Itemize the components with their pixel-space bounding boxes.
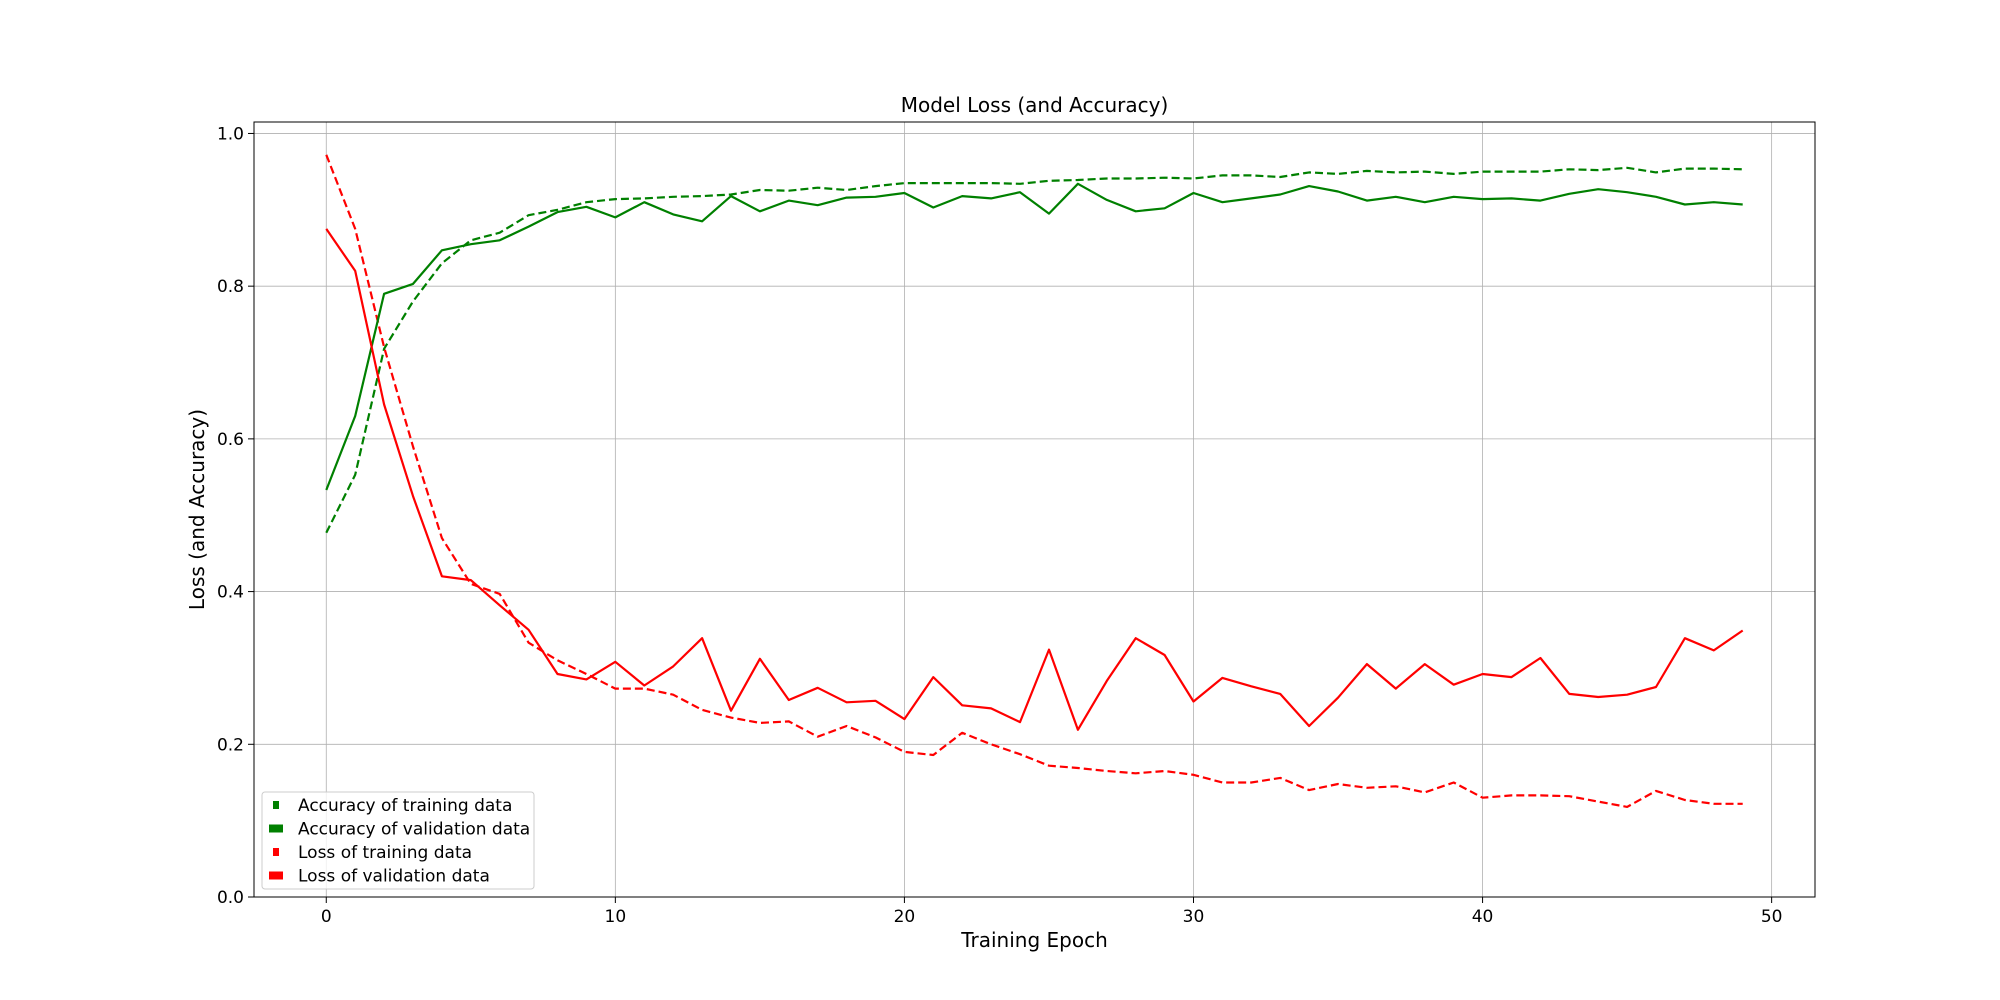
legend-label: Loss of training data (298, 843, 472, 863)
legend-swatch (269, 871, 283, 880)
legend-label: Accuracy of training data (298, 796, 512, 816)
grid-lines (254, 122, 1815, 898)
series-line-1 (325, 166, 1743, 534)
legend-swatch (269, 824, 283, 833)
series-line-4 (325, 228, 1744, 731)
y-tick-label: 0.4 (217, 583, 244, 603)
x-tick-label: 40 (1472, 907, 1494, 927)
legend-label: Accuracy of validation data (298, 820, 530, 840)
x-tick-label: 50 (1761, 907, 1783, 927)
series-line-3 (325, 154, 1743, 809)
y-axis-label: Loss (and Accuracy) (185, 409, 209, 610)
x-tick-label: 0 (321, 907, 332, 927)
x-axis-label: Training Epoch (960, 928, 1108, 952)
x-tick-label: 30 (1183, 907, 1205, 927)
y-tick-label: 0.2 (217, 735, 244, 755)
y-tick-label: 0.8 (217, 277, 244, 297)
plot-frame (253, 121, 1816, 898)
legend-swatch (273, 848, 279, 856)
series-lines (325, 154, 1744, 809)
y-tick-label: 0.0 (217, 888, 244, 908)
y-tick-label: 1.0 (217, 124, 244, 144)
legend-box (261, 791, 535, 890)
x-tick-label: 10 (605, 907, 627, 927)
x-tick-label: 20 (894, 907, 916, 927)
y-tick-label: 0.6 (217, 430, 244, 450)
chart-title: Model Loss (and Accuracy) (901, 93, 1169, 117)
legend-swatch (273, 801, 279, 809)
series-line-2 (325, 182, 1743, 491)
legend: Accuracy of training data Accuracy of val… (261, 791, 535, 890)
legend-label: Loss of validation data (298, 867, 490, 887)
axis-ticks: 0 10 20 30 40 50 0.0 0.2 0.4 0.6 0.8 1.0 (217, 124, 1783, 927)
